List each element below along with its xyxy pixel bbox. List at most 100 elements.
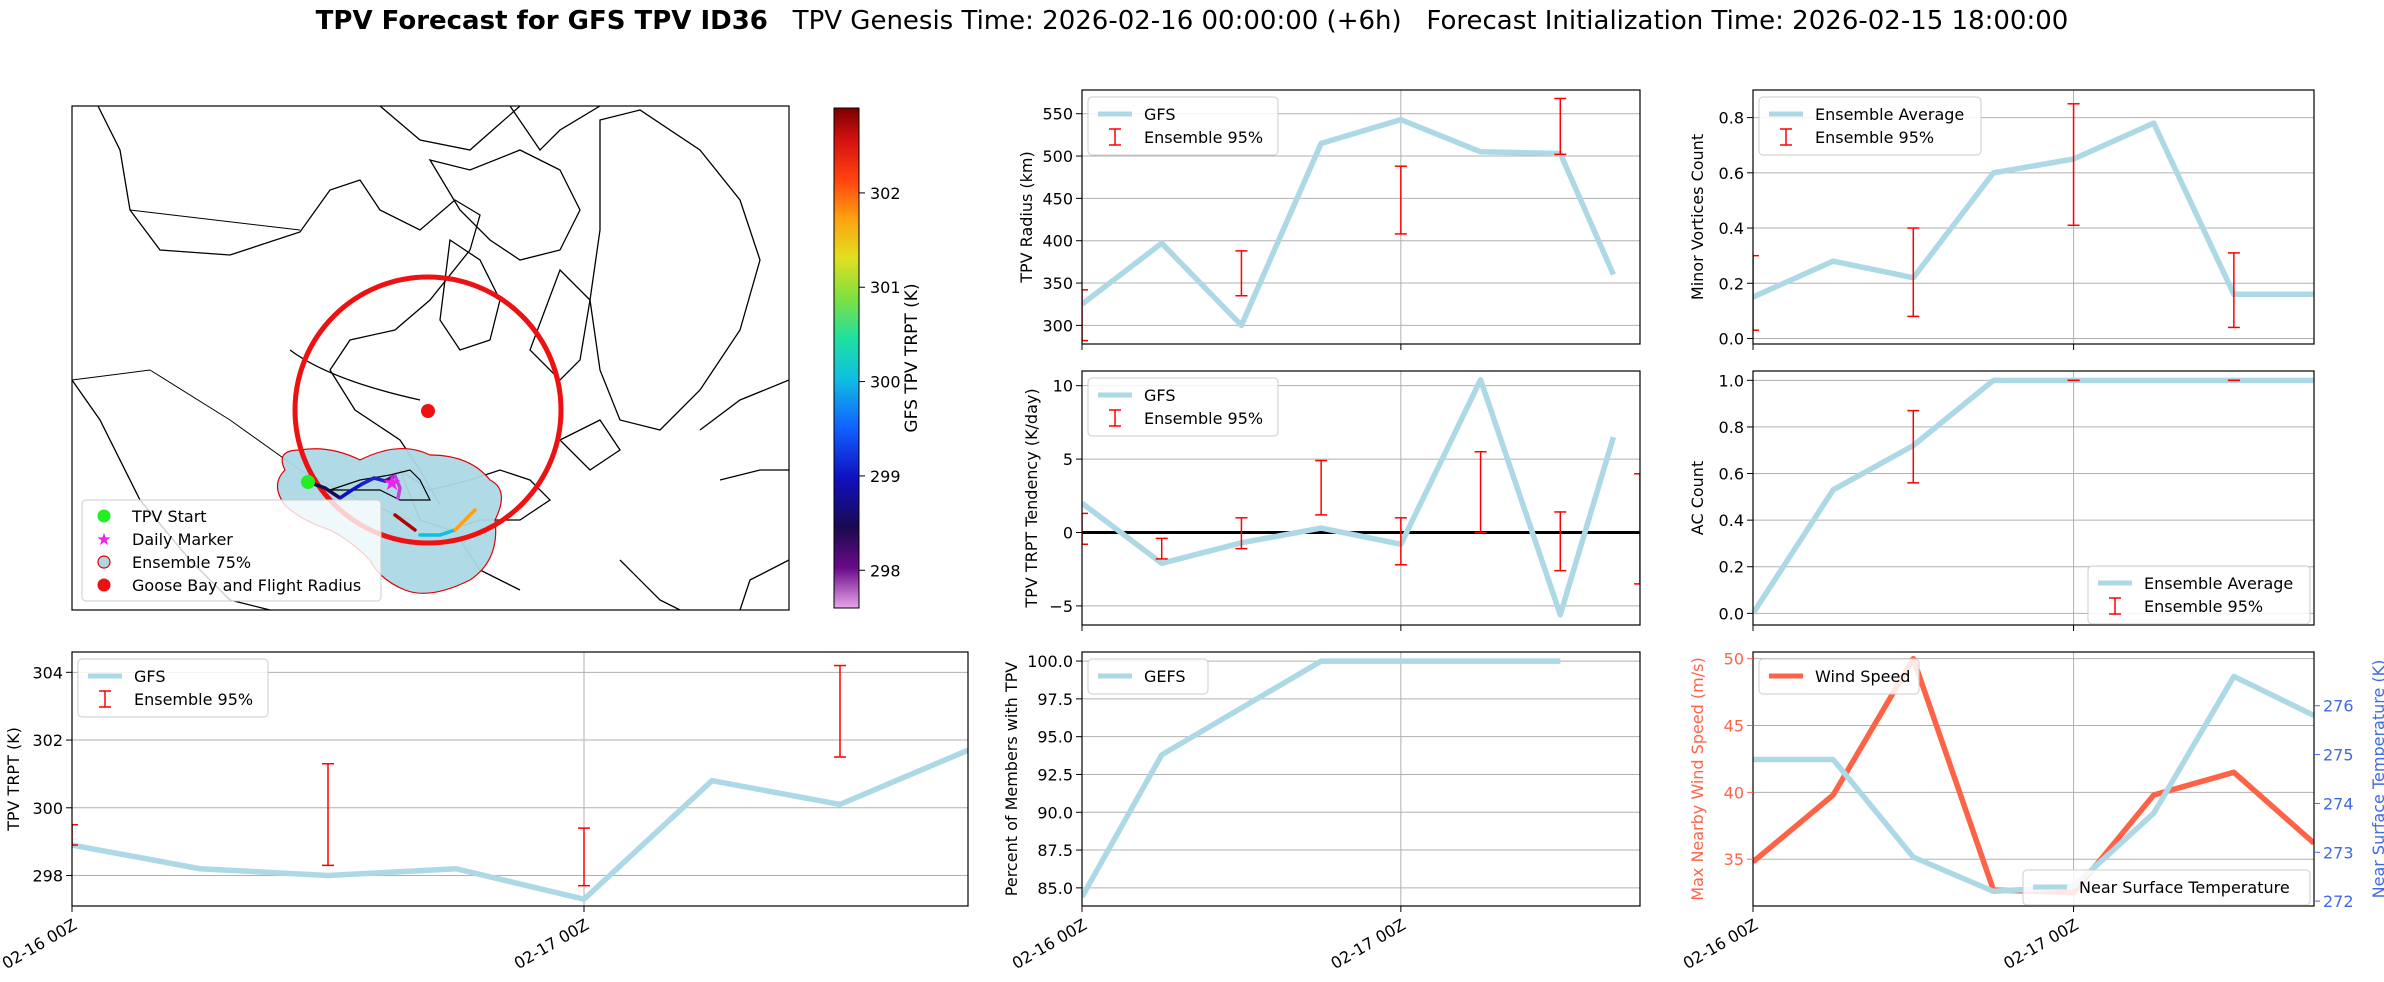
map-legend-item: Goose Bay and Flight Radius	[132, 576, 361, 595]
series-line-gfs	[1082, 377, 1617, 618]
colorbar-gradient	[833, 107, 860, 609]
map-legend-item: Daily Marker	[132, 530, 233, 549]
y-tick-label: 85.0	[1037, 879, 1073, 898]
legend-frame	[77, 658, 269, 718]
y-axis-label: AC Count	[1688, 461, 1707, 535]
tpv-track	[306, 474, 477, 537]
y-tick-label: 40	[1724, 783, 1744, 802]
y-tick-label: 0.6	[1719, 164, 1744, 183]
series-line-gfs	[1082, 116, 1616, 329]
y-tick-label: 10	[1053, 377, 1073, 396]
y-axis-label: Minor Vortices Count	[1688, 134, 1707, 300]
y-tick-label: 0.4	[1719, 219, 1744, 238]
y-tick-label: 0.4	[1719, 511, 1744, 530]
colorbar-tick-label: 299	[870, 467, 901, 486]
y-tick-label: 1.0	[1719, 371, 1744, 390]
errorbar	[1394, 165, 1407, 235]
y2-tick-label: 275	[2323, 746, 2354, 765]
errorbar	[72, 823, 78, 846]
legend-goose-bay-icon	[97, 578, 111, 592]
y-axis: 298 300 302 304	[32, 663, 72, 886]
errorbar	[1082, 289, 1088, 342]
y2-tick-label: 274	[2323, 794, 2354, 813]
legend-label: Near Surface Temperature	[2079, 878, 2290, 897]
y2-axis-label: Near Surface Temperature (K)	[2369, 660, 2384, 899]
legend-label: Ensemble Average	[1815, 105, 1964, 124]
y-tick-label: 298	[32, 867, 63, 886]
y-axis-label: TPV TRPT Tendency (K/day)	[1022, 388, 1041, 608]
errorbar	[834, 664, 846, 758]
errorbar	[1155, 537, 1168, 560]
map-legend-item: TPV Start	[131, 507, 207, 526]
legend: GEFS	[1087, 658, 1209, 695]
legend: Ensemble Average Ensemble 95%	[1758, 96, 1982, 156]
x-tick-label: 02-17 00Z	[2000, 915, 2081, 973]
y-tick-label: 400	[1042, 232, 1073, 251]
legend-label: GFS	[1144, 386, 1175, 405]
panel-trpt: 298 300 302 304 02-16 00Z 02-17 00Z TPV TRPT (…	[0, 651, 969, 973]
legend-frame	[1087, 658, 1209, 695]
errorbar	[1082, 512, 1088, 545]
y-tick-label: 302	[32, 731, 63, 750]
y-tick-label: 300	[32, 799, 63, 818]
errorbar	[1554, 97, 1567, 156]
legend-label: Ensemble 95%	[1144, 128, 1263, 147]
legend: GFS Ensemble 95%	[1087, 96, 1279, 156]
y2-tick-label: 273	[2323, 843, 2354, 862]
y2-axis: 272 273 274 275 276 Near Surface Temperature …	[2314, 660, 2384, 911]
series-line-ensemble-average	[1753, 120, 2314, 300]
y-axis-label: Max Nearby Wind Speed (m/s)	[1688, 657, 1707, 900]
legend-frame	[2022, 869, 2311, 906]
plot-area	[1082, 377, 1640, 618]
errorbar	[1474, 451, 1487, 534]
legend-frame	[1758, 96, 1982, 156]
legend-ensemble-75-icon	[97, 555, 111, 569]
y-tick-label: 0.6	[1719, 465, 1744, 484]
y-axis: 300 350 400 450 500 550	[1042, 105, 1082, 335]
goose-bay-flight-radius	[292, 274, 564, 546]
y-tick-label: 50	[1724, 650, 1744, 669]
axes-frame	[1752, 370, 2315, 626]
y2-tick-label: 276	[2323, 697, 2354, 716]
errorbar	[1907, 227, 1920, 318]
plot-area	[1082, 97, 1616, 342]
x-tick-label: 02-17 00Z	[1328, 915, 1409, 973]
errorbar	[1907, 409, 1920, 484]
y-tick-label: 0.8	[1719, 109, 1744, 128]
figure-title: TPV Forecast for GFS TPV ID36 TPV Genesi…	[0, 6, 2384, 36]
y-tick-label: 0.8	[1719, 418, 1744, 437]
legend-label: Ensemble 95%	[134, 690, 253, 709]
x-tick-label: 02-17 00Z	[511, 915, 592, 973]
axes-frame	[1081, 89, 1641, 345]
panel-ac: 0.0 0.2 0.4 0.6 0.8 1.0 AC Count Ensemble Avera…	[1688, 370, 2315, 631]
y-tick-label: 97.5	[1037, 690, 1073, 709]
figure-title-rest: TPV Genesis Time: 2026-02-16 00:00:00 (+…	[767, 6, 2069, 36]
legend-frame	[1087, 377, 1279, 437]
errorbar	[578, 827, 590, 887]
x-tick-label: 02-16 00Z	[1009, 915, 1090, 973]
axes-frame	[1752, 89, 2315, 345]
axes-frame	[1752, 651, 2315, 907]
panel-tendency: −5 0 5 10 TPV TRPT Tendency (K/day) GFS Ensemb…	[1022, 370, 1641, 631]
colorbar-label: GFS TPV TRPT (K)	[902, 283, 922, 432]
y-tick-label: 35	[1724, 850, 1744, 869]
legend-frame	[2087, 565, 2311, 625]
y-axis: 0.0 0.2 0.4 0.6 0.8 1.0	[1719, 371, 1753, 623]
legend: Ensemble Average Ensemble 95%	[2087, 565, 2311, 625]
legend-frame	[1087, 96, 1279, 156]
y-tick-label: 350	[1042, 274, 1073, 293]
errorbar	[1753, 254, 1759, 331]
daily-marker-star: ★	[382, 471, 402, 496]
y-tick-label: 92.5	[1037, 765, 1073, 784]
panel-percent: 85.0 87.5 90.0 92.5 95.0 97.5 100.0 02-16 00Z 02…	[1002, 651, 1641, 973]
y-tick-label: 95.0	[1037, 728, 1073, 747]
axes-frame	[1081, 370, 1641, 626]
y-tick-label: 0.0	[1719, 329, 1744, 348]
series-line-gfs	[72, 747, 968, 902]
y-tick-label: 100.0	[1027, 652, 1073, 671]
legend: GFS Ensemble 95%	[77, 658, 269, 718]
panel-radius: 300 350 400 450 500 550 TPV Radius (km) GFS Ense…	[1017, 89, 1641, 350]
axes-frame	[71, 651, 969, 907]
colorbar-tick-label: 302	[870, 184, 901, 203]
